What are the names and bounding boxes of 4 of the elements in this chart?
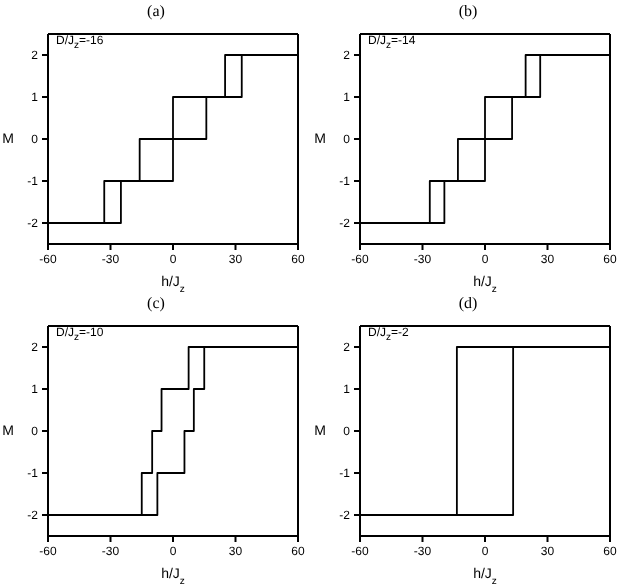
- chart-title: (c): [145, 292, 167, 316]
- chart-title: (d): [456, 292, 480, 316]
- chart-title: (b): [456, 0, 480, 24]
- chart-title: (a): [145, 0, 167, 24]
